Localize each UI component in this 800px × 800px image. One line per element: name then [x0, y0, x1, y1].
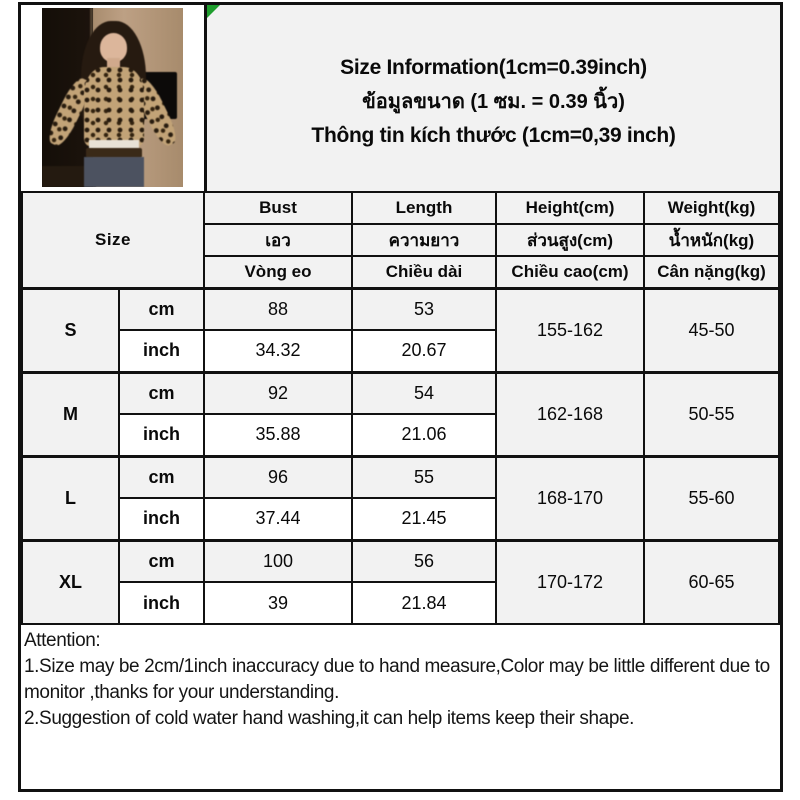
col-header-weight-en: Weight(kg)	[643, 191, 780, 225]
col-header-weight-th: น้ำหนัก(kg)	[643, 223, 780, 257]
photo-waist-strip	[88, 140, 140, 150]
l-bust-cm: 96	[203, 454, 353, 499]
green-corner-flag-icon	[207, 5, 220, 18]
row-l-cm: L cm 96 55 168-170 55-60	[21, 454, 780, 541]
xl-height: 170-172	[495, 538, 645, 625]
row-s-cm: S cm 88 53 155-162 45-50	[21, 286, 780, 373]
col-header-weight-vi: Cân nặng(kg)	[643, 255, 780, 289]
product-photo	[42, 8, 183, 187]
size-table: Size Bust Length Height(cm) Weight(kg) เ…	[21, 191, 780, 625]
s-weight: 45-50	[643, 286, 780, 373]
unit-inch: inch	[118, 497, 205, 541]
m-length-cm: 54	[351, 370, 497, 415]
unit-inch: inch	[118, 329, 205, 373]
row-m-inch: inch 35.88 21.06	[22, 413, 779, 457]
xl-length-cm: 56	[351, 538, 497, 583]
l-length-inch: 21.45	[351, 497, 497, 541]
chart-frame: Size Information(1cm=0.39inch) ข้อมูลขนา…	[18, 2, 783, 792]
row-l-inch: inch 37.44 21.45	[22, 497, 779, 541]
m-bust-inch: 35.88	[203, 413, 353, 457]
size-label-m: M	[21, 370, 120, 457]
attention-heading: Attention:	[24, 630, 101, 651]
row-xl-inch: inch 39 21.84	[22, 581, 779, 625]
photo-belt	[85, 147, 143, 159]
col-header-bust-en: Bust	[203, 191, 353, 225]
m-length-inch: 21.06	[351, 413, 497, 457]
l-weight: 55-60	[643, 454, 780, 541]
header-row-thai: เอว ความยาว ส่วนสูง(cm) น้ำหนัก(kg)	[22, 223, 780, 257]
title-english: Size Information(1cm=0.39inch)	[340, 56, 647, 79]
unit-cm: cm	[118, 454, 205, 499]
col-header-length-vi: Chiều dài	[351, 255, 497, 289]
title-thai: ข้อมูลขนาด (1 ซม. = 0.39 นิ้ว)	[362, 91, 625, 113]
col-header-height-en: Height(cm)	[495, 191, 645, 225]
l-height: 168-170	[495, 454, 645, 541]
row-m-cm: M cm 92 54 162-168 50-55	[21, 370, 780, 457]
col-header-length-en: Length	[351, 191, 497, 225]
col-header-bust-th: เอว	[203, 223, 353, 257]
size-label-xl: XL	[21, 538, 120, 625]
s-bust-cm: 88	[203, 286, 353, 331]
xl-length-inch: 21.84	[351, 581, 497, 625]
col-header-height-vi: Chiều cao(cm)	[495, 255, 645, 289]
photo-model-face	[99, 33, 127, 62]
col-header-length-th: ความยาว	[351, 223, 497, 257]
xl-bust-inch: 39	[203, 581, 353, 625]
photo-floor	[42, 165, 96, 187]
attention-note-2: 2.Suggestion of cold water hand washing,…	[24, 708, 635, 729]
m-weight: 50-55	[643, 370, 780, 457]
xl-bust-cm: 100	[203, 538, 353, 583]
attention-note-1: 1.Size may be 2cm/1inch inaccuracy due t…	[24, 656, 770, 703]
photo-jeans	[84, 156, 144, 187]
unit-cm: cm	[118, 538, 205, 583]
l-length-cm: 55	[351, 454, 497, 499]
s-height: 155-162	[495, 286, 645, 373]
photo-leopard-top	[84, 67, 144, 146]
l-bust-inch: 37.44	[203, 497, 353, 541]
xl-weight: 60-65	[643, 538, 780, 625]
photo-cell	[21, 5, 207, 191]
col-header-height-th: ส่วนสูง(cm)	[495, 223, 645, 257]
s-bust-inch: 34.32	[203, 329, 353, 373]
size-label-s: S	[21, 286, 120, 373]
unit-cm: cm	[118, 286, 205, 331]
unit-cm: cm	[118, 370, 205, 415]
size-label-l: L	[21, 454, 120, 541]
attention-section: Attention: 1.Size may be 2cm/1inch inacc…	[21, 625, 780, 789]
s-length-cm: 53	[351, 286, 497, 331]
size-header-cell: Size	[21, 191, 205, 289]
unit-inch: inch	[118, 581, 205, 625]
row-s-inch: inch 34.32 20.67	[22, 329, 779, 373]
row-xl-cm: XL cm 100 56 170-172 60-65	[21, 538, 780, 625]
banner: Size Information(1cm=0.39inch) ข้อมูลขนา…	[21, 5, 780, 191]
col-header-bust-vi: Vòng eo	[203, 255, 353, 289]
m-height: 162-168	[495, 370, 645, 457]
m-bust-cm: 92	[203, 370, 353, 415]
header-row-english: Size Bust Length Height(cm) Weight(kg)	[21, 191, 780, 289]
s-length-inch: 20.67	[351, 329, 497, 373]
unit-inch: inch	[118, 413, 205, 457]
header-row-vietnamese: Vòng eo Chiều dài Chiều cao(cm) Cân nặng…	[22, 255, 780, 289]
title-vietnamese: Thông tin kích thước (1cm=0,39 inch)	[311, 124, 676, 147]
title-cell: Size Information(1cm=0.39inch) ข้อมูลขนา…	[207, 5, 780, 191]
